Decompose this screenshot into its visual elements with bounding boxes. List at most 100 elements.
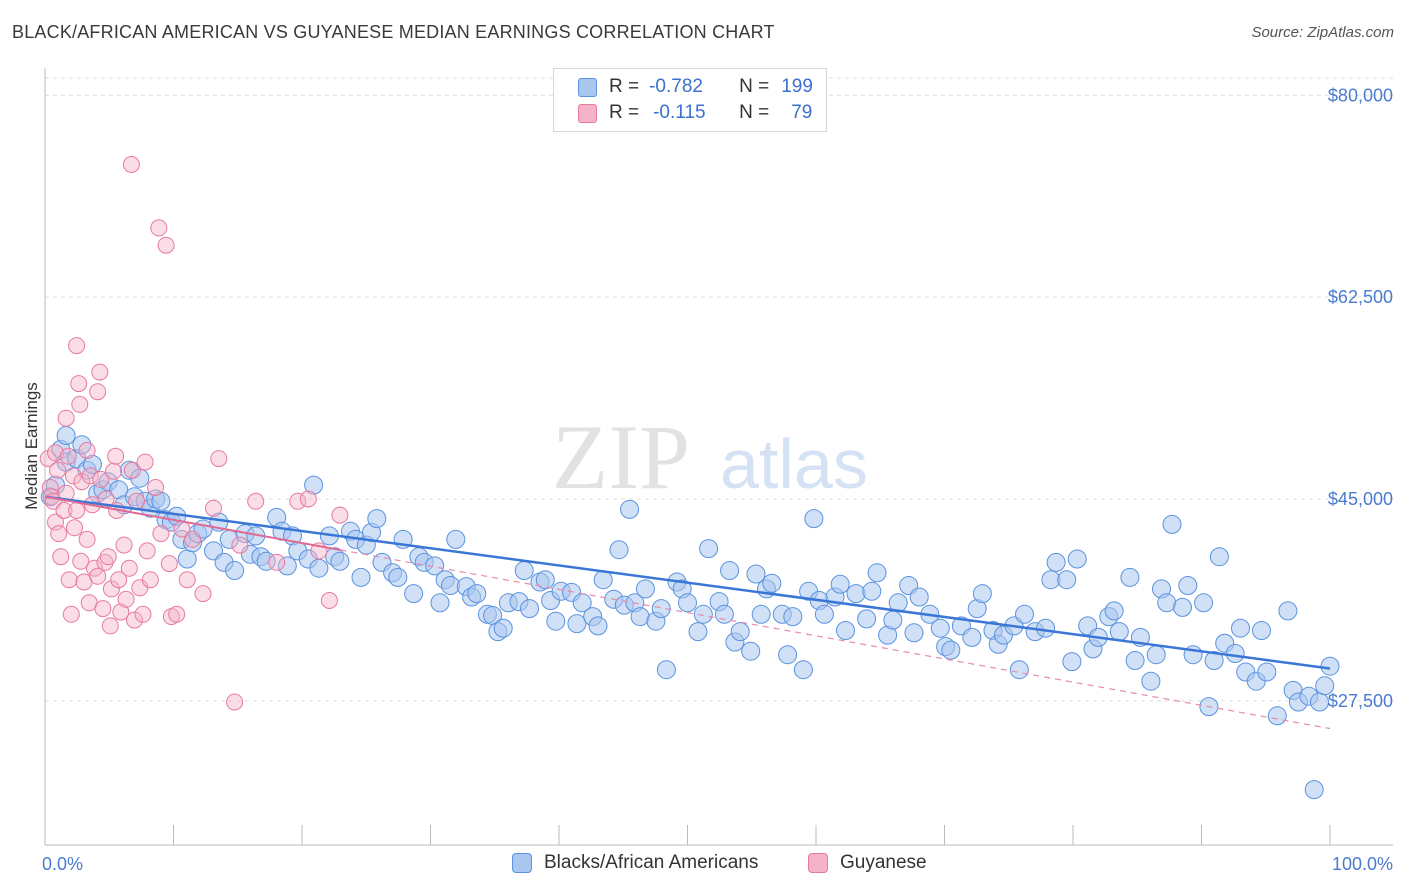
point-blacks — [330, 551, 350, 571]
legend-item-guyanese[interactable]: Guyanese — [808, 852, 927, 874]
point-blacks — [1173, 597, 1192, 617]
y-tick-label-2: $62,500 — [1328, 287, 1393, 307]
y-tick-label-3: $80,000 — [1328, 85, 1393, 105]
trend-guyanese-dashed — [340, 549, 1331, 730]
legend-item-blacks[interactable]: Blacks/African Americans — [512, 852, 758, 874]
point-blacks — [746, 564, 766, 584]
point-guyanese — [331, 506, 349, 524]
point-guyanese — [94, 600, 112, 618]
point-blacks — [1157, 593, 1177, 613]
point-blacks — [1162, 514, 1182, 534]
point-blacks — [930, 618, 950, 638]
point-blacks — [783, 607, 803, 627]
point-blacks — [1178, 576, 1198, 595]
point-guyanese — [49, 461, 67, 479]
point-guyanese — [107, 447, 125, 465]
point-blacks — [304, 475, 324, 495]
point-guyanese — [184, 530, 201, 548]
point-blacks — [962, 627, 982, 647]
point-blacks — [1146, 645, 1166, 665]
point-blacks — [609, 540, 629, 560]
point-blacks — [430, 593, 450, 613]
point-blacks — [830, 574, 850, 594]
x-tick-labels: 0.0% 100.0% — [42, 854, 1393, 874]
point-blacks — [1320, 656, 1340, 676]
point-blacks — [425, 556, 445, 576]
point-guyanese — [71, 395, 89, 413]
legend-swatch-guyanese — [808, 853, 828, 873]
point-blacks — [620, 499, 640, 519]
point-blacks — [404, 584, 424, 604]
point-blacks — [804, 509, 824, 529]
trend-lines — [44, 495, 1331, 730]
correlation-legend: R = -0.782 N = 199 R = -0.115 N = 79 — [553, 68, 827, 132]
series-legend: Blacks/African Americans Guyanese — [0, 852, 1406, 878]
point-guyanese — [99, 548, 117, 566]
point-guyanese — [50, 525, 68, 543]
point-guyanese — [152, 525, 170, 543]
point-guyanese — [47, 444, 64, 462]
watermark-zip: ZIP — [552, 406, 690, 508]
point-guyanese — [70, 375, 88, 393]
point-blacks — [1252, 621, 1271, 640]
point-blacks — [588, 616, 608, 636]
point-blacks — [467, 584, 487, 604]
point-blacks — [1194, 593, 1214, 613]
point-guyanese — [72, 552, 90, 570]
point-blacks — [309, 558, 329, 578]
point-guyanese — [122, 156, 140, 173]
y-tick-label-0: $27,500 — [1328, 691, 1393, 711]
x-tick-label-0: 0.0% — [42, 854, 83, 874]
point-blacks — [1257, 662, 1277, 682]
point-blacks — [514, 561, 534, 580]
point-guyanese — [126, 611, 143, 629]
point-guyanese — [41, 479, 59, 496]
point-blacks — [151, 491, 171, 511]
point-blacks — [388, 567, 408, 587]
point-blacks — [1209, 547, 1229, 567]
point-blacks — [846, 584, 866, 604]
point-guyanese — [110, 571, 128, 589]
point-guyanese — [73, 473, 91, 491]
point-guyanese — [210, 450, 228, 468]
point-blacks — [909, 587, 929, 607]
legend-row-guyanese: R = -0.115 N = 79 — [578, 101, 812, 125]
point-blacks — [1120, 567, 1140, 587]
point-guyanese — [320, 592, 338, 609]
point-blacks — [1125, 651, 1145, 670]
point-guyanese — [231, 536, 249, 554]
legend-r-label: R = — [609, 76, 640, 97]
point-blacks — [857, 609, 877, 629]
point-guyanese — [78, 442, 96, 459]
point-blacks — [1036, 618, 1056, 638]
point-blacks — [1015, 604, 1034, 624]
point-blacks — [520, 599, 539, 619]
point-blacks — [535, 570, 555, 590]
point-guyanese — [120, 559, 138, 577]
point-blacks — [567, 614, 587, 634]
point-guyanese — [150, 219, 168, 237]
point-blacks — [225, 561, 245, 580]
point-guyanese — [78, 530, 96, 548]
watermark: ZIP atlas — [552, 406, 868, 508]
point-guyanese — [136, 453, 154, 471]
point-guyanese — [57, 409, 75, 427]
point-blacks — [836, 621, 855, 640]
chart-title: BLACK/AFRICAN AMERICAN VS GUYANESE MEDIA… — [12, 22, 775, 42]
point-guyanese — [101, 617, 119, 635]
series-blacks-points — [40, 426, 1340, 800]
point-blacks — [656, 660, 676, 680]
point-blacks — [367, 509, 387, 529]
point-guyanese — [141, 571, 159, 589]
point-blacks — [778, 645, 798, 665]
point-blacks — [1310, 692, 1329, 712]
point-blacks — [883, 610, 903, 630]
legend-n-value: 79 — [791, 102, 813, 123]
point-blacks — [741, 641, 761, 661]
point-guyanese — [92, 470, 110, 488]
point-blacks — [720, 561, 740, 580]
point-blacks — [1204, 651, 1224, 670]
point-guyanese — [194, 585, 212, 603]
point-blacks — [693, 604, 713, 624]
